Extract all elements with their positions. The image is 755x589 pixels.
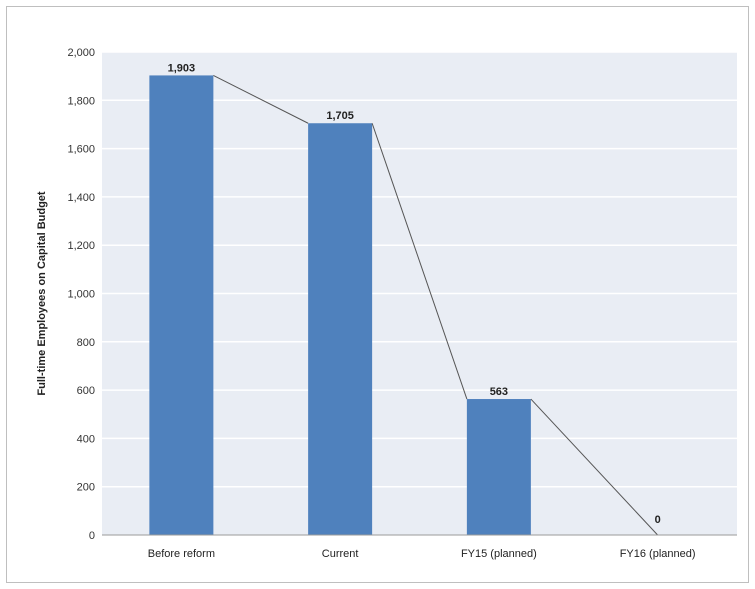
bar — [466, 399, 531, 535]
y-tick-label: 400 — [77, 433, 95, 445]
data-label: 1,705 — [326, 110, 354, 122]
data-label: 563 — [490, 386, 508, 398]
bar — [308, 123, 373, 536]
y-tick-label: 1,000 — [67, 289, 95, 301]
connector-segment — [530, 398, 658, 536]
connector-line — [213, 74, 658, 536]
data-label: 1,903 — [168, 62, 196, 74]
connector-segment — [213, 74, 309, 124]
y-tick-label: 0 — [89, 530, 95, 542]
y-axis-ticks: 0 200 400 600 800 1,000 1,200 1,400 1,600 1,800 2,… — [67, 47, 95, 542]
connector-segment — [371, 123, 468, 400]
data-label: 0 — [655, 514, 661, 526]
x-category-label: FY15 (planned) — [461, 548, 537, 560]
bars — [149, 75, 531, 536]
x-category-label: FY16 (planned) — [620, 548, 696, 560]
y-tick-label: 200 — [77, 482, 95, 494]
x-category-label: Before reform — [148, 548, 215, 560]
y-axis-title: Full-time Employees on Capital Budget — [36, 191, 48, 395]
x-axis-categories: Before reform Current FY15 (planned) FY16 (… — [148, 548, 696, 560]
y-tick-label: 2,000 — [67, 47, 95, 59]
y-tick-label: 1,800 — [67, 95, 95, 107]
y-tick-label: 1,200 — [67, 240, 95, 252]
y-tick-label: 800 — [77, 337, 95, 349]
x-category-label: Current — [322, 548, 359, 560]
y-tick-label: 1,400 — [67, 192, 95, 204]
y-tick-label: 600 — [77, 385, 95, 397]
y-tick-label: 1,600 — [67, 144, 95, 156]
bar — [149, 75, 214, 535]
data-labels: 1,903 1,705 563 0 — [168, 62, 661, 526]
